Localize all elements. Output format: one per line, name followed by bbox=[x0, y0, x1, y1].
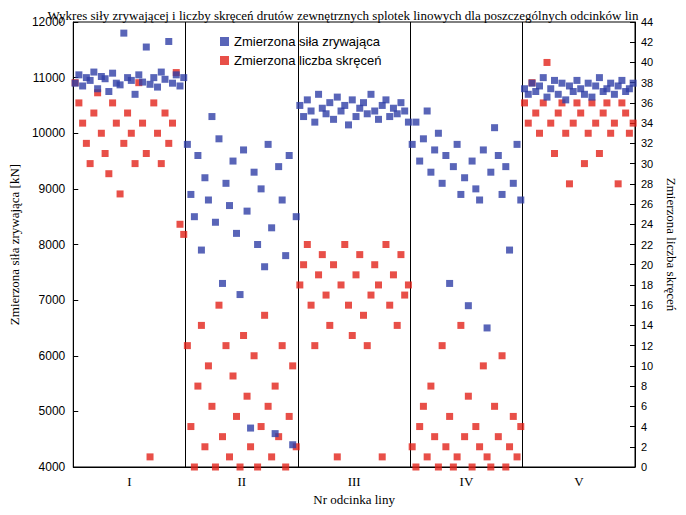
svg-text:4: 4 bbox=[641, 421, 647, 433]
svg-text:II: II bbox=[237, 474, 246, 489]
svg-text:18: 18 bbox=[641, 279, 653, 291]
svg-text:8: 8 bbox=[641, 380, 647, 392]
svg-text:5000: 5000 bbox=[39, 404, 66, 418]
svg-text:2: 2 bbox=[641, 441, 647, 453]
svg-text:0: 0 bbox=[641, 461, 647, 473]
svg-text:IV: IV bbox=[460, 474, 474, 489]
svg-text:34: 34 bbox=[641, 117, 653, 129]
svg-text:22: 22 bbox=[641, 239, 653, 251]
svg-text:Zmierzona siła zrywająca: Zmierzona siła zrywająca bbox=[234, 34, 381, 49]
svg-text:12: 12 bbox=[641, 340, 653, 352]
svg-text:Zmierzona liczba skręceń: Zmierzona liczba skręceń bbox=[664, 178, 679, 312]
svg-text:6000: 6000 bbox=[39, 349, 66, 363]
svg-text:28: 28 bbox=[641, 178, 653, 190]
svg-text:6: 6 bbox=[641, 400, 647, 412]
svg-text:9000: 9000 bbox=[39, 182, 66, 196]
svg-text:10000: 10000 bbox=[32, 126, 66, 140]
svg-text:11000: 11000 bbox=[33, 71, 66, 85]
svg-text:16: 16 bbox=[641, 299, 653, 311]
svg-text:20: 20 bbox=[641, 259, 653, 271]
svg-text:36: 36 bbox=[641, 97, 653, 109]
svg-text:14: 14 bbox=[641, 319, 653, 331]
svg-text:8000: 8000 bbox=[39, 238, 66, 252]
svg-text:Zmierzona liczba skręceń: Zmierzona liczba skręceń bbox=[234, 53, 381, 68]
svg-text:38: 38 bbox=[641, 77, 653, 89]
svg-text:10: 10 bbox=[641, 360, 653, 372]
svg-text:40: 40 bbox=[641, 56, 653, 68]
svg-text:26: 26 bbox=[641, 198, 653, 210]
svg-text:I: I bbox=[127, 474, 131, 489]
svg-text:7000: 7000 bbox=[39, 293, 66, 307]
svg-text:4000: 4000 bbox=[39, 460, 66, 474]
svg-text:42: 42 bbox=[641, 36, 653, 48]
svg-text:Wykres siły zrywającej i liczb: Wykres siły zrywającej i liczby skręceń … bbox=[48, 8, 639, 23]
svg-text:24: 24 bbox=[641, 218, 653, 230]
svg-text:32: 32 bbox=[641, 137, 653, 149]
svg-text:30: 30 bbox=[641, 158, 653, 170]
svg-text:44: 44 bbox=[641, 16, 653, 28]
svg-text:Nr odcinka liny: Nr odcinka liny bbox=[313, 492, 395, 507]
svg-text:Zmierzona siła zrywająca [kN]: Zmierzona siła zrywająca [kN] bbox=[7, 164, 22, 325]
svg-text:V: V bbox=[574, 474, 584, 489]
svg-text:III: III bbox=[348, 474, 361, 489]
